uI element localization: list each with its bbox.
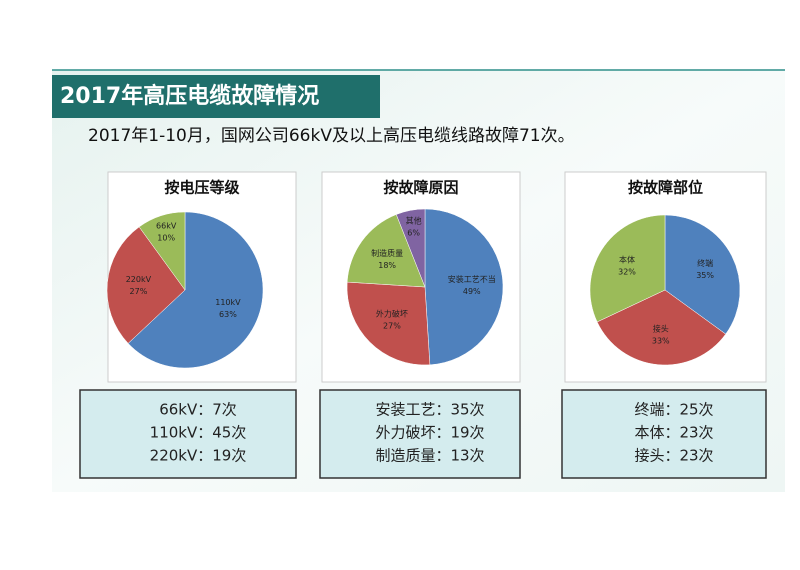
title-bar [52, 75, 380, 118]
slice-label: 其他 [406, 216, 422, 226]
pie-slice [346, 214, 426, 288]
summary-box [79, 389, 297, 479]
slice-value-label: 27% [383, 322, 401, 331]
slice-value-label: 33% [652, 336, 670, 345]
slice-value-label: 10% [157, 234, 175, 243]
summary-line: 66kV：7次 [159, 401, 237, 419]
pie-slice [395, 208, 426, 288]
pie-slice [106, 226, 186, 344]
subtitle: 2017年1-10月，国网公司66kV及以上高压电缆线路故障71次。 [88, 126, 575, 146]
slice-label: 终端 [697, 258, 713, 268]
summary-box [561, 389, 767, 479]
summary-line: 外力破坏：19次 [375, 424, 484, 442]
pie-slice [346, 281, 431, 366]
slice-label: 制造质量 [371, 248, 403, 258]
pie-slice [664, 214, 741, 335]
summary-line: 220kV：19次 [150, 447, 247, 465]
slice-value-label: 63% [219, 310, 237, 319]
slice-label: 安装工艺不当 [448, 274, 496, 284]
summary-line: 制造质量：13次 [375, 447, 484, 465]
slice-value-label: 6% [407, 229, 420, 238]
slice-value-label: 35% [696, 271, 714, 280]
slice-value-label: 49% [463, 287, 481, 296]
slice-label: 接头 [653, 323, 669, 333]
slice-value-label: 27% [130, 287, 148, 296]
pie-slice [596, 289, 727, 366]
summary-line: 110kV：45次 [150, 424, 247, 442]
summary-line: 安装工艺：35次 [375, 401, 484, 419]
pie-slice [424, 208, 504, 366]
pie-slice [589, 214, 666, 323]
slice-label: 本体 [619, 254, 635, 264]
chart-title: 按电压等级 [164, 179, 240, 197]
slice-value-label: 18% [378, 261, 396, 270]
slide-title: 2017年高压电缆故障情况 [60, 83, 319, 109]
slice-label: 220kV [126, 275, 152, 284]
summary-box [319, 389, 521, 479]
summary-line: 终端：25次 [634, 401, 713, 419]
summary-line: 接头：23次 [634, 447, 713, 465]
slice-label: 110kV [215, 298, 241, 307]
slice-label: 外力破坏 [376, 309, 408, 319]
pie-slice [138, 211, 186, 291]
slice-value-label: 32% [618, 267, 636, 276]
summary-line: 本体：23次 [634, 424, 713, 442]
chart-title: 按故障部位 [628, 179, 703, 197]
chart-title: 按故障原因 [383, 179, 458, 197]
slice-label: 66kV [156, 222, 177, 231]
pie-slice [127, 211, 264, 369]
